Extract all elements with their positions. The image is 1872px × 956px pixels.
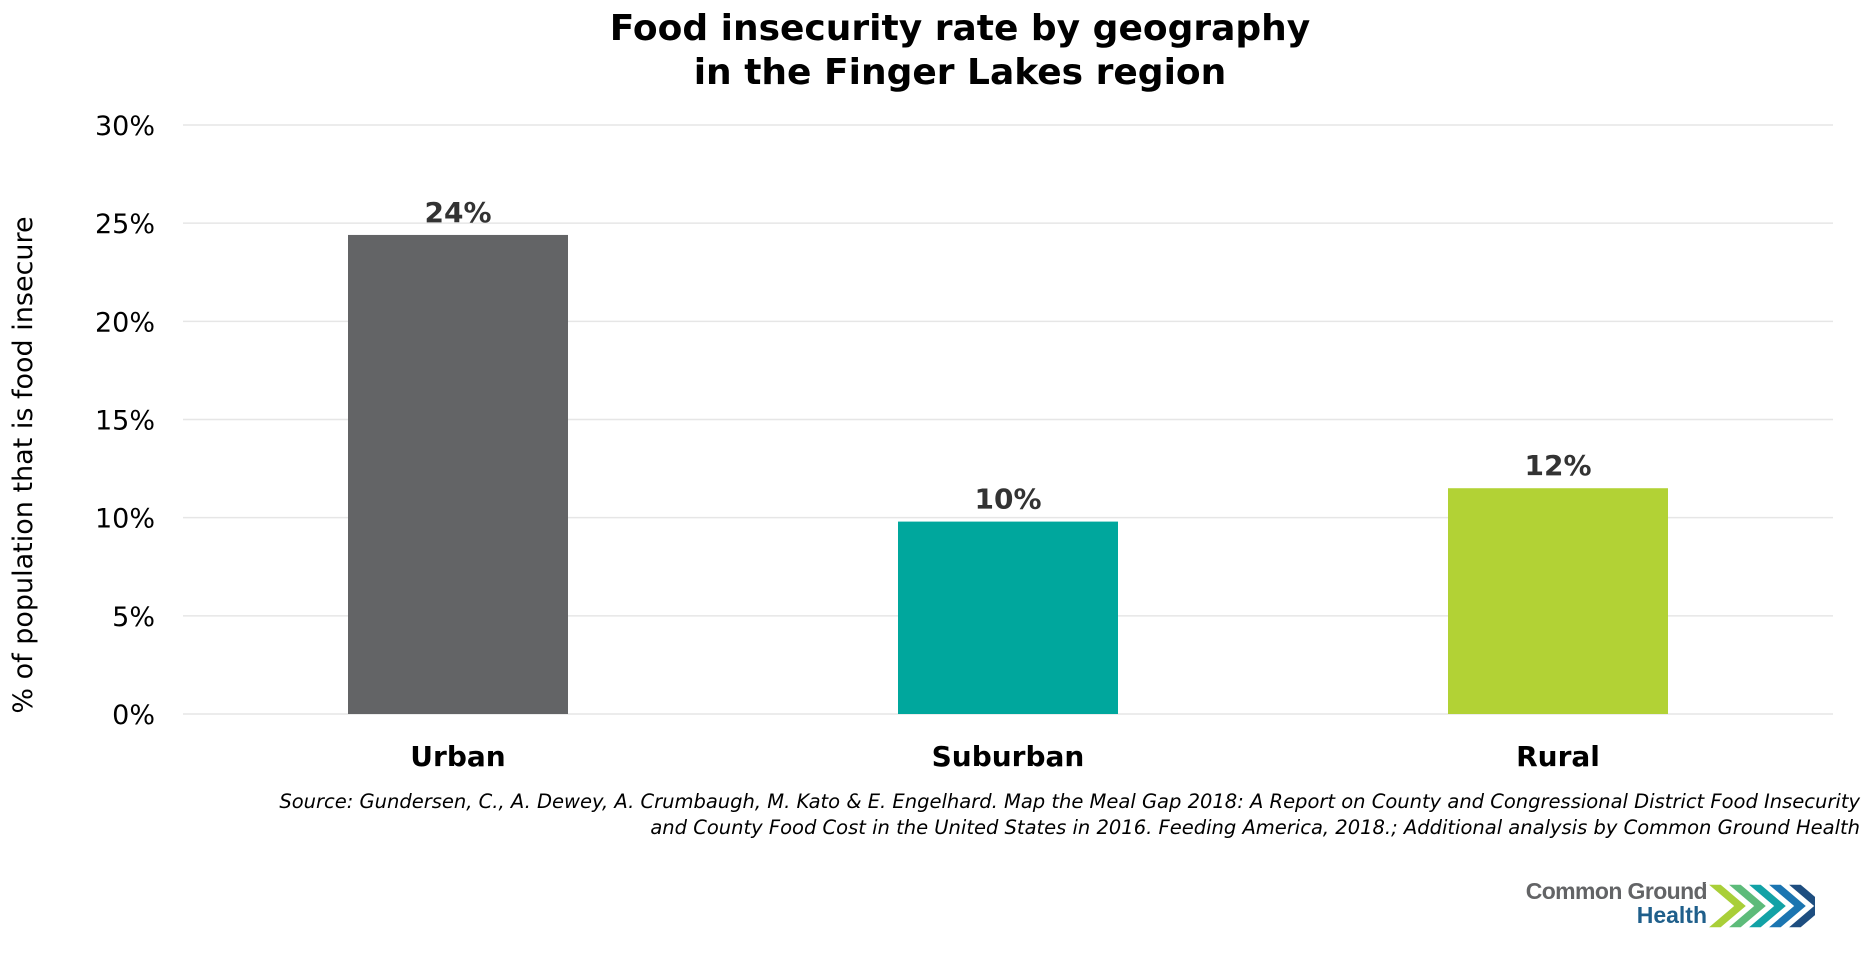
chevron-shape (1744, 883, 1789, 929)
chevron-shape (1705, 883, 1749, 929)
x-tick-label-urban: Urban (410, 740, 505, 773)
chart-title-line-1: Food insecurity rate by geography (610, 8, 1311, 49)
data-labels: 24% 10% 12% (424, 196, 1591, 516)
chevron-shape (1724, 883, 1769, 929)
data-label-rural: 12% (1524, 449, 1591, 482)
data-label-urban: 24% (424, 196, 491, 229)
y-tick-label: 20% (95, 307, 155, 338)
y-axis-label: % of population that is food insecure (8, 216, 39, 713)
source-line-1: Source: Gundersen, C., A. Dewey, A. Crum… (279, 790, 1860, 813)
logo-text-line-2: Health (1636, 902, 1707, 928)
y-tick-label: 10% (95, 504, 155, 535)
y-tick-label: 25% (95, 209, 155, 240)
x-tick-label-rural: Rural (1516, 740, 1600, 773)
bar-urban (348, 234, 568, 715)
chevron-shape (1764, 883, 1809, 929)
chevron-arrows-icon (1705, 883, 1815, 929)
x-axis-ticks: Urban Suburban Rural (410, 740, 1600, 773)
y-tick-label: 0% (112, 700, 155, 731)
logo-text-line-1: Common Ground (1525, 878, 1708, 904)
bar-rural (1448, 488, 1668, 714)
y-tick-label: 15% (95, 406, 155, 437)
chart-title-line-2: in the Finger Lakes region (694, 52, 1227, 93)
chevron-shape (1784, 883, 1815, 929)
data-label-suburban: 10% (974, 483, 1041, 516)
y-axis-ticks: 0% 5% 10% 15% 20% 25% 30% (95, 111, 155, 731)
y-tick-label: 30% (95, 111, 155, 142)
source-note: Source: Gundersen, C., A. Dewey, A. Crum… (120, 789, 1860, 841)
x-tick-label-suburban: Suburban (932, 740, 1085, 773)
source-line-2: and County Food Cost in the United State… (650, 816, 1860, 839)
bars (348, 234, 1668, 715)
bar-suburban (898, 521, 1118, 714)
y-tick-label: 5% (112, 602, 155, 633)
common-ground-health-logo: Common Ground Health (1505, 878, 1825, 934)
